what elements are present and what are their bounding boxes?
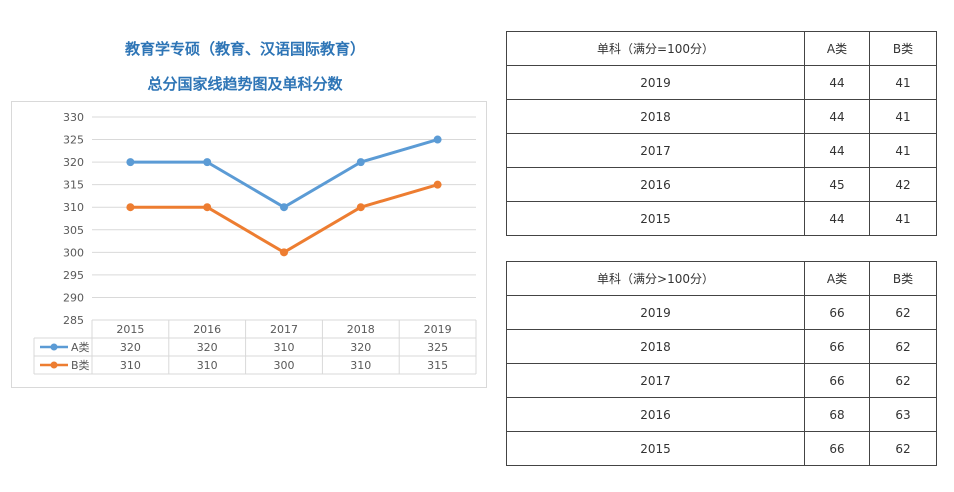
cell-b: 62 xyxy=(869,363,937,398)
data-table-value: 320 xyxy=(197,341,218,354)
chart-title: 教育学专硕（教育、汉语国际教育） xyxy=(124,40,365,58)
cell-b: 41 xyxy=(869,99,937,134)
cell-a: 44 xyxy=(804,201,870,236)
data-table-value: 315 xyxy=(427,359,448,372)
cell-b: 41 xyxy=(869,133,937,168)
data-table-value: 310 xyxy=(120,359,141,372)
single-subject-table-100: 单科（满分=100分） A类 B类 2019 44 41 2018 44 41 … xyxy=(506,31,937,236)
cell-b: 42 xyxy=(869,167,937,202)
data-point xyxy=(356,158,365,167)
x-tick-label: 2018 xyxy=(347,323,375,336)
cell-b: 62 xyxy=(869,329,937,364)
header-subject: 单科（满分>100分） xyxy=(506,261,805,296)
single-subject-table-over-100: 单科（满分>100分） A类 B类 2019 66 62 2018 66 62 … xyxy=(506,261,937,466)
cell-year: 2017 xyxy=(506,133,805,168)
chart-svg: 330 325 320 315 310 305 300 295 290 285 2015 2016 20… xyxy=(33,111,477,375)
legend-label: B类 xyxy=(71,358,90,372)
cell-year: 2016 xyxy=(506,167,805,202)
cell-year: 2015 xyxy=(506,431,805,466)
cell-year: 2019 xyxy=(506,295,805,330)
table-row: 2017 44 41 xyxy=(506,133,937,168)
data-point xyxy=(433,180,442,189)
y-tick-label: 300 xyxy=(63,246,84,259)
table-row: 2019 44 41 xyxy=(506,65,937,100)
data-point xyxy=(433,135,442,144)
cell-b: 41 xyxy=(869,65,937,100)
cell-year: 2018 xyxy=(506,99,805,134)
cell-year: 2016 xyxy=(506,397,805,432)
chart-subtitle: 总分国家线趋势图及单科分数 xyxy=(147,75,343,93)
x-tick-label: 2015 xyxy=(116,323,144,336)
x-tick-label: 2019 xyxy=(424,323,452,336)
data-point xyxy=(356,203,365,212)
y-tick-label: 310 xyxy=(63,201,84,214)
y-tick-label: 315 xyxy=(63,179,84,192)
header-b: B类 xyxy=(869,261,937,296)
data-table-value: 320 xyxy=(120,341,141,354)
table-header-row: 单科（满分>100分） A类 B类 xyxy=(506,261,937,296)
cell-b: 41 xyxy=(869,201,937,236)
header-b: B类 xyxy=(869,31,937,66)
cell-a: 66 xyxy=(804,295,870,330)
cell-b: 63 xyxy=(869,397,937,432)
header-subject: 单科（满分=100分） xyxy=(506,31,805,66)
cell-a: 66 xyxy=(804,363,870,398)
x-tick-label: 2016 xyxy=(193,323,221,336)
cell-a: 45 xyxy=(804,167,870,202)
data-table-value: 325 xyxy=(427,341,448,354)
y-tick-label: 305 xyxy=(63,224,84,237)
header-a: A类 xyxy=(804,261,870,296)
y-tick-label: 330 xyxy=(63,111,84,124)
table-row: 2018 66 62 xyxy=(506,329,937,364)
x-tick-label: 2017 xyxy=(270,323,298,336)
cell-b: 62 xyxy=(869,431,937,466)
data-table-value: 310 xyxy=(197,359,218,372)
cell-b: 62 xyxy=(869,295,937,330)
cell-a: 44 xyxy=(804,65,870,100)
data-point xyxy=(203,158,212,167)
data-table-value: 300 xyxy=(274,359,295,372)
data-point xyxy=(203,203,212,212)
line-chart: 330 325 320 315 310 305 300 295 290 285 2015 2016 20… xyxy=(11,101,487,388)
data-table-value: 320 xyxy=(350,341,371,354)
series-line xyxy=(128,183,440,254)
data-point xyxy=(126,158,135,167)
table-row: 2016 68 63 xyxy=(506,397,937,432)
cell-a: 66 xyxy=(804,329,870,364)
table-row: 2017 66 62 xyxy=(506,363,937,398)
y-tick-label: 320 xyxy=(63,156,84,169)
cell-a: 68 xyxy=(804,397,870,432)
cell-year: 2019 xyxy=(506,65,805,100)
table-row: 2019 66 62 xyxy=(506,295,937,330)
table-header-row: 单科（满分=100分） A类 B类 xyxy=(506,31,937,66)
y-tick-label: 285 xyxy=(63,314,84,327)
legend-marker xyxy=(50,343,58,351)
data-point xyxy=(280,203,288,212)
data-point xyxy=(280,248,288,257)
y-tick-label: 325 xyxy=(63,134,84,147)
cell-a: 44 xyxy=(804,133,870,168)
data-table-value: 310 xyxy=(350,359,371,372)
legend-marker xyxy=(50,361,58,369)
cell-year: 2017 xyxy=(506,363,805,398)
cell-a: 44 xyxy=(804,99,870,134)
cell-year: 2015 xyxy=(506,201,805,236)
table-row: 2016 45 42 xyxy=(506,167,937,202)
data-point xyxy=(126,203,135,212)
table-row: 2018 44 41 xyxy=(506,99,937,134)
cell-year: 2018 xyxy=(506,329,805,364)
table-row: 2015 44 41 xyxy=(506,201,937,236)
table-row: 2015 66 62 xyxy=(506,431,937,466)
y-tick-label: 290 xyxy=(63,291,84,304)
y-tick-label: 295 xyxy=(63,269,84,282)
data-table-value: 310 xyxy=(274,341,295,354)
legend-label: A类 xyxy=(71,340,90,354)
header-a: A类 xyxy=(804,31,870,66)
cell-a: 66 xyxy=(804,431,870,466)
